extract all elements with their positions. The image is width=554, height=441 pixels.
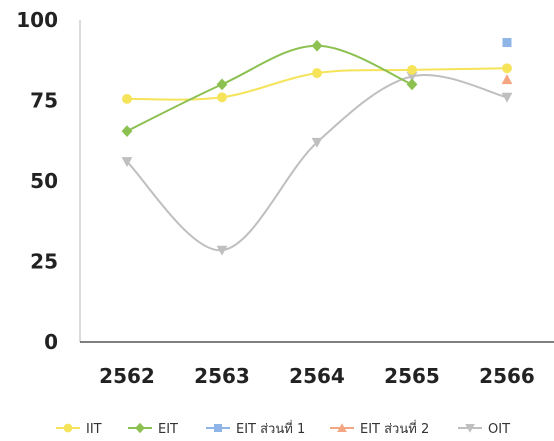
legend-marker bbox=[337, 423, 347, 432]
x-tick-label: 2566 bbox=[479, 364, 535, 388]
legend-item: IIT bbox=[56, 422, 102, 437]
y-tick-label: 50 bbox=[30, 169, 58, 193]
legend-item: EIT ส่วนที่ 2 bbox=[330, 420, 429, 437]
legend-item: EIT bbox=[128, 422, 178, 437]
data-point bbox=[311, 137, 323, 148]
x-tick-label: 2563 bbox=[194, 364, 250, 388]
data-point bbox=[216, 78, 228, 91]
series-line-EIT bbox=[126, 44, 413, 132]
x-tick-labels: 2562 2563 2564 2565 2566 bbox=[99, 364, 535, 388]
y-tick-label: 0 bbox=[44, 330, 58, 354]
legend-label: IIT bbox=[86, 422, 102, 437]
data-point bbox=[122, 93, 132, 104]
data-point bbox=[406, 71, 418, 82]
data-point bbox=[501, 92, 513, 103]
legend-label: EIT ส่วนที่ 2 bbox=[360, 420, 429, 437]
series-line-OIT bbox=[126, 74, 508, 252]
data-point bbox=[217, 92, 227, 103]
legend-marker bbox=[465, 424, 475, 433]
x-tick-label: 2565 bbox=[384, 364, 440, 388]
legend-label: OIT bbox=[488, 422, 510, 437]
y-tick-labels: 0 25 50 75 100 bbox=[16, 8, 58, 354]
legend-label: EIT ส่วนที่ 1 bbox=[236, 420, 305, 437]
chart-legend: IIT EIT EIT ส่วนที่ 1 EIT ส่วนที่ 2 OIT bbox=[56, 420, 510, 437]
legend-marker bbox=[214, 424, 222, 432]
data-point bbox=[216, 245, 228, 256]
data-point bbox=[502, 63, 512, 74]
data-point bbox=[502, 38, 512, 48]
data-point bbox=[501, 74, 513, 85]
data-point bbox=[311, 39, 323, 52]
series-markers bbox=[121, 38, 513, 256]
legend-label: EIT bbox=[158, 422, 178, 437]
legend-item: EIT ส่วนที่ 1 bbox=[206, 420, 305, 437]
legend-marker bbox=[63, 423, 73, 433]
data-point bbox=[121, 125, 133, 137]
y-tick-label: 100 bbox=[16, 8, 58, 32]
chart-axes bbox=[79, 20, 554, 343]
data-point bbox=[406, 78, 418, 91]
x-tick-label: 2564 bbox=[289, 364, 345, 388]
legend-marker bbox=[135, 422, 145, 434]
x-tick-label: 2562 bbox=[99, 364, 155, 388]
legend-item: OIT bbox=[458, 422, 510, 437]
y-tick-label: 75 bbox=[30, 89, 58, 113]
y-tick-label: 25 bbox=[30, 250, 58, 274]
data-point bbox=[121, 157, 133, 168]
data-point bbox=[312, 68, 322, 79]
data-point bbox=[407, 64, 417, 75]
